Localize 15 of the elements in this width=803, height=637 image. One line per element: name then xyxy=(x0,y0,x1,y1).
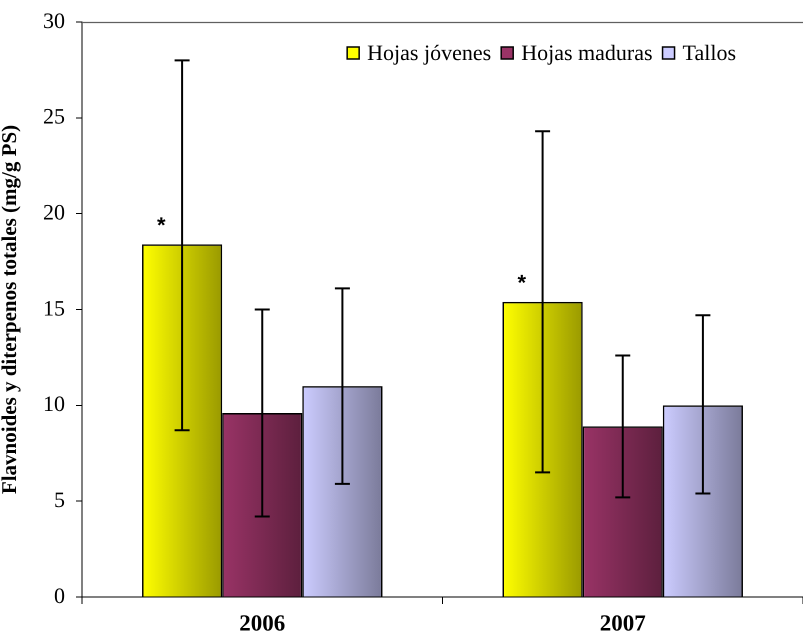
x-tick-label: 2007 xyxy=(600,610,646,636)
y-axis-title: Flavnoides y diterpenos totales (mg/g PS) xyxy=(0,124,21,494)
legend-label: Hojas maduras xyxy=(521,40,653,65)
y-tick-label: 15 xyxy=(43,295,65,320)
data-label: * xyxy=(517,270,526,295)
x-tick-label: 2006 xyxy=(239,610,286,636)
y-tick-label: 5 xyxy=(54,486,65,512)
y-tick-label: 10 xyxy=(43,391,65,416)
y-tick-label: 20 xyxy=(43,199,65,224)
y-tick-label: 30 xyxy=(43,8,65,33)
legend-label: Hojas jóvenes xyxy=(367,40,492,65)
y-tick-label: 25 xyxy=(43,104,65,129)
data-label: * xyxy=(156,212,166,238)
legend-label: Tallos xyxy=(682,40,736,65)
y-tick-label: 0 xyxy=(54,582,65,608)
